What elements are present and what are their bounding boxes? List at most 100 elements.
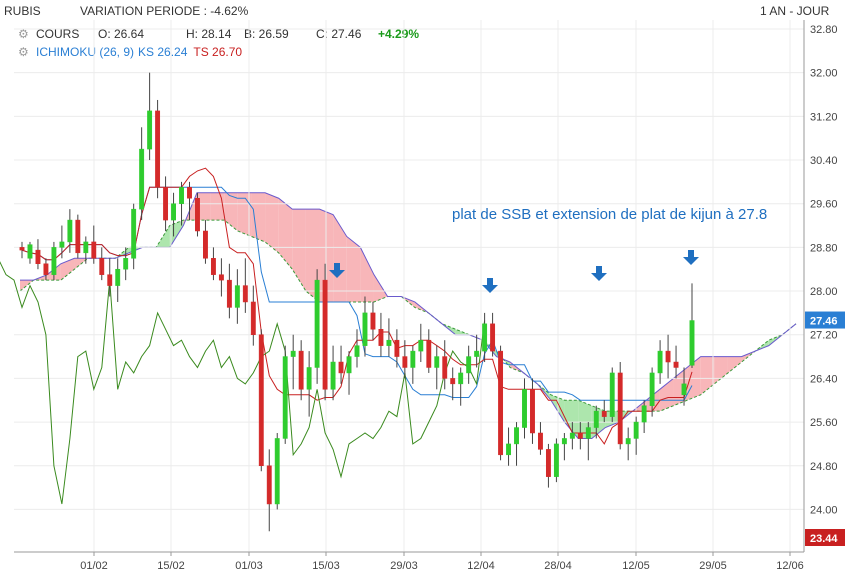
symbol-label: RUBIS — [4, 4, 41, 18]
cloud-bear-segment — [659, 378, 674, 412]
x-tick-label: 28/04 — [544, 560, 572, 572]
chikou-span-line — [0, 261, 486, 505]
candle-body — [601, 410, 607, 417]
y-tick-label: 27.20 — [810, 330, 838, 342]
gear-icon[interactable]: ⚙ — [18, 27, 29, 41]
period-selector[interactable]: 1 AN - JOUR — [760, 4, 830, 18]
candle-body — [187, 187, 192, 199]
candle-body — [633, 421, 639, 439]
candle-body — [354, 345, 360, 357]
candle-body — [338, 361, 344, 374]
candle-body — [67, 219, 73, 243]
senkou-span-a — [19, 219, 797, 412]
candle-body — [274, 438, 280, 505]
candle-body — [625, 438, 631, 445]
y-tick-label: 24.80 — [810, 461, 838, 473]
candle-body — [27, 244, 33, 259]
candle-body — [226, 279, 232, 308]
x-tick-label: 29/03 — [390, 560, 418, 572]
candle-body — [689, 320, 695, 366]
x-tick-label: 12/04 — [467, 560, 495, 572]
candle-body — [482, 323, 488, 352]
x-tick-label: 01/03 — [235, 560, 263, 572]
candle-body — [442, 356, 448, 379]
candle-body — [290, 350, 296, 357]
y-tick-label: 25.60 — [810, 417, 838, 429]
arrow-down-icon — [591, 266, 607, 281]
candle-body — [458, 372, 464, 385]
candle-body — [657, 350, 663, 374]
arrow-down-icon — [683, 250, 699, 265]
candle-body — [306, 367, 312, 390]
candle-body — [641, 405, 647, 423]
candle-body — [370, 312, 376, 330]
candle-body — [362, 312, 368, 346]
candle-body — [123, 258, 129, 270]
min-price-badge: 23.44 — [805, 529, 845, 546]
candle-body — [530, 389, 535, 434]
cloud-bear-segment — [360, 247, 374, 302]
cloud-bear-segment — [346, 236, 361, 302]
candles — [19, 72, 695, 532]
candle-body — [250, 301, 256, 335]
candle-body — [322, 279, 328, 390]
change-value: +4.29% — [378, 27, 420, 41]
gear-icon[interactable]: ⚙ — [18, 45, 29, 59]
x-tick-label: 29/05 — [699, 560, 727, 572]
candle-body — [59, 241, 65, 248]
y-tick-label: 24.00 — [810, 504, 838, 516]
x-tick-label: 12/05 — [622, 560, 650, 572]
candle-body — [75, 219, 81, 254]
y-tick-label: 31.20 — [810, 111, 838, 123]
last-price-text: 27.46 — [810, 316, 838, 328]
last-price-badge: 27.46 — [805, 311, 845, 329]
legend-cours-row: ⚙ COURS O: 26.64 H: 28.14 B: 26.59 C: 27.46 +4… — [18, 27, 419, 41]
cloud-bear-segment — [20, 280, 34, 292]
candle-body — [282, 356, 288, 439]
candle-body — [330, 361, 336, 390]
candle-body — [490, 323, 496, 352]
y-tick-label: 30.40 — [810, 155, 838, 167]
candle-body — [538, 432, 543, 450]
candle-body — [242, 285, 248, 303]
candle-body — [426, 339, 432, 368]
candle-body — [577, 432, 583, 439]
candle-body — [545, 449, 551, 477]
top-bar: RUBIS VARIATION PERIODE : -4.62% 1 AN - … — [0, 0, 855, 20]
cloud-bear-segment — [210, 192, 225, 221]
cours-label: COURS — [36, 27, 80, 41]
candle-body — [203, 230, 208, 259]
cloud-bear-segment — [224, 192, 238, 231]
cloud-bear-segment — [373, 274, 388, 302]
cloud-bear-segment — [292, 209, 306, 292]
candle-body — [673, 361, 679, 368]
candle-body — [210, 258, 216, 275]
candle-body — [681, 383, 687, 396]
candle-body — [155, 110, 161, 188]
candle-body — [402, 356, 408, 368]
candle-body — [195, 197, 200, 232]
y-tick-label: 32.80 — [810, 24, 838, 36]
candle-body — [434, 356, 440, 368]
y-tick-label: 29.60 — [810, 199, 838, 211]
candle-body — [593, 410, 599, 428]
legend-ichimoku-row: ⚙ ICHIMOKU (26, 9) KS 26.24 TS 26.70 — [18, 45, 242, 59]
candle-body — [107, 274, 113, 286]
candle-body — [498, 350, 504, 456]
candle-body — [394, 339, 400, 357]
cloud-bear-segment — [60, 258, 75, 281]
y-axis: 32.80 32.00 31.20 30.40 29.60 28.80 28.00 27.20… — [14, 24, 838, 516]
cloud-bear-segment — [251, 192, 266, 242]
x-tick-label: 12/06 — [776, 560, 804, 572]
candle-body — [386, 339, 392, 346]
candle-body — [506, 443, 511, 456]
arrow-down-icon — [482, 278, 498, 293]
kijun-value: KS 26.24 — [138, 45, 188, 59]
tenkan-value: TS 26.70 — [193, 45, 243, 59]
candle-body — [553, 443, 559, 477]
candle-body — [410, 350, 416, 368]
candle-body — [43, 263, 49, 275]
x-axis: 01/02 15/02 01/03 15/03 29/03 12/04 28/04 12/05… — [80, 20, 804, 572]
candle-body — [51, 247, 57, 275]
